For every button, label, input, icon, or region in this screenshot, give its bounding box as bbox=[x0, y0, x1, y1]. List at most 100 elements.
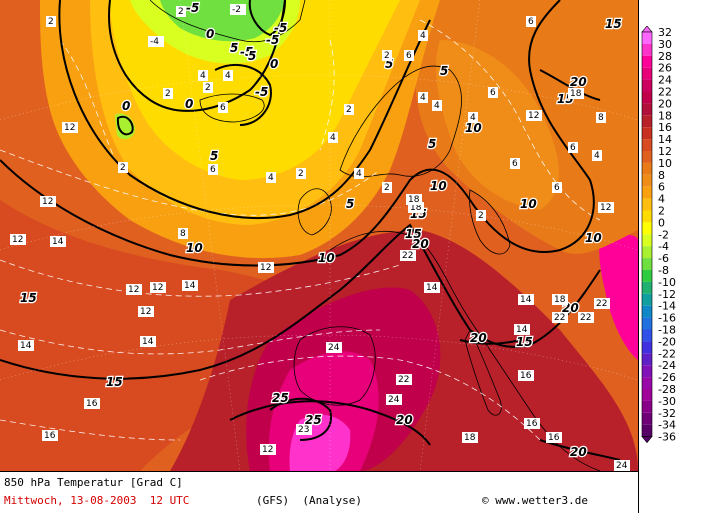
legend-label: -8 bbox=[658, 264, 669, 277]
value-label: 4 bbox=[330, 133, 336, 143]
value-label-box bbox=[150, 282, 166, 293]
color-legend: 32302826242220181614121086420-2-4-6-8-10… bbox=[641, 26, 676, 444]
value-labels: 22 -2-424 42264646244264426424121268126621… bbox=[10, 4, 630, 471]
isotherm-label: -5 bbox=[266, 33, 279, 47]
isotherm-label: 10 bbox=[430, 179, 447, 193]
legend-swatch bbox=[642, 400, 652, 413]
value-label-box bbox=[163, 88, 173, 99]
value-label: 16 bbox=[526, 419, 538, 429]
greenland-coast bbox=[149, 0, 306, 43]
value-label-box bbox=[614, 460, 630, 471]
isotherm-label: 15 bbox=[405, 227, 422, 241]
value-label-box bbox=[408, 202, 424, 213]
value-label: 4 bbox=[434, 101, 440, 111]
value-label-box bbox=[258, 262, 274, 273]
value-label: 6 bbox=[210, 165, 216, 175]
zone-cold-core bbox=[160, 0, 285, 42]
zone-8-10-ne bbox=[435, 40, 559, 210]
value-label-box bbox=[518, 370, 534, 381]
legend-label: 4 bbox=[658, 193, 665, 206]
legend-swatch bbox=[642, 91, 652, 104]
value-label-box bbox=[148, 36, 164, 47]
value-label: 22 bbox=[580, 313, 591, 323]
iceland-coast bbox=[199, 93, 265, 123]
value-label: -4 bbox=[150, 37, 159, 47]
legend-label: -2 bbox=[658, 228, 669, 241]
value-label-box bbox=[260, 444, 276, 455]
isotherm-0 bbox=[108, 0, 286, 112]
legend-swatch bbox=[642, 139, 652, 151]
isotherm-label: 20 bbox=[412, 237, 429, 251]
value-label-box bbox=[514, 324, 530, 335]
value-label: 18 bbox=[408, 195, 420, 205]
legend-label: -22 bbox=[658, 347, 676, 360]
legend-label: 14 bbox=[658, 133, 672, 146]
legend-swatch bbox=[642, 353, 652, 366]
value-label-box bbox=[198, 70, 208, 81]
value-label: 2 bbox=[178, 7, 184, 17]
legend-swatch bbox=[642, 43, 652, 56]
legend-label: -36 bbox=[658, 431, 676, 444]
isotherm-15 bbox=[0, 223, 601, 380]
value-label: 6 bbox=[528, 17, 534, 27]
value-label-box bbox=[218, 102, 228, 113]
value-label: 14 bbox=[52, 237, 64, 247]
value-label: 22 bbox=[596, 299, 607, 309]
value-label: 2 bbox=[298, 169, 304, 179]
legend-label: 32 bbox=[658, 26, 672, 39]
legend-swatch bbox=[642, 424, 652, 437]
value-label-box bbox=[296, 424, 312, 435]
isotherm-20 bbox=[229, 400, 431, 446]
baltic-coast bbox=[469, 189, 511, 255]
value-label-box bbox=[552, 294, 568, 305]
value-label: 4 bbox=[200, 71, 206, 81]
value-label: 12 bbox=[12, 235, 23, 245]
value-label: 2 bbox=[48, 17, 54, 27]
legend-swatch bbox=[642, 281, 652, 294]
isotherm-label: 15 bbox=[516, 335, 533, 349]
legend-swatch bbox=[642, 246, 652, 259]
isotherm-label: -5 bbox=[240, 45, 253, 59]
isotherm-label: 0 bbox=[270, 57, 278, 71]
value-label: 4 bbox=[594, 151, 600, 161]
legend-swatch bbox=[642, 341, 652, 354]
isotherm-label: 5 bbox=[440, 64, 448, 78]
isotherm-label: 0 bbox=[206, 27, 214, 41]
caption-bar: 850 hPa Temperatur [Grad C] Mittwoch, 13… bbox=[0, 471, 638, 512]
isotherm-cold bbox=[248, 0, 286, 37]
value-label-box bbox=[62, 122, 78, 133]
legend-label: -26 bbox=[658, 371, 676, 384]
legend-arrow-bottom bbox=[641, 436, 653, 444]
legend-label: -20 bbox=[658, 335, 676, 348]
value-label-box bbox=[406, 194, 422, 205]
value-label: 12 bbox=[42, 197, 53, 207]
isotherm-5-iceland bbox=[214, 64, 272, 126]
legend-swatch bbox=[642, 55, 652, 68]
legend-label: 24 bbox=[658, 74, 672, 87]
graticule bbox=[0, 0, 638, 471]
value-label: 14 bbox=[20, 341, 32, 351]
value-label-box bbox=[386, 394, 402, 405]
value-label-box bbox=[404, 50, 414, 61]
value-label: 18 bbox=[554, 295, 566, 305]
copyright-link[interactable]: © www.wetter3.de bbox=[482, 494, 588, 507]
value-label: 2 bbox=[205, 83, 211, 93]
value-label: 14 bbox=[520, 295, 532, 305]
map-title: 850 hPa Temperatur [Grad C] bbox=[4, 476, 183, 489]
value-label-box bbox=[552, 182, 562, 193]
major-isotherms bbox=[0, 0, 621, 461]
isotherm-10 bbox=[0, 0, 595, 267]
legend-swatch bbox=[642, 32, 652, 44]
value-label-box bbox=[524, 418, 540, 429]
legend-swatch bbox=[642, 258, 652, 270]
legend-label: 26 bbox=[658, 62, 672, 75]
value-label: 8 bbox=[180, 229, 186, 239]
legend-label: -10 bbox=[658, 276, 676, 289]
value-label: 4 bbox=[470, 113, 476, 123]
value-label: 14 bbox=[516, 325, 528, 335]
value-label-box bbox=[396, 374, 412, 385]
scandinavia-coast bbox=[339, 65, 462, 178]
legend-swatch bbox=[642, 210, 652, 223]
legend-label: 22 bbox=[658, 86, 672, 99]
